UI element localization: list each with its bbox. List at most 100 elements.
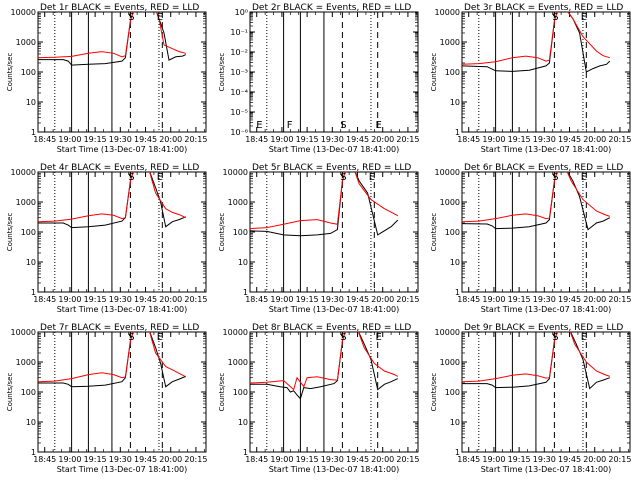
series-group — [462, 172, 611, 231]
y-tick-label: 1 — [31, 288, 36, 297]
y-tick-label: 1 — [31, 448, 36, 457]
lld-series-line — [250, 172, 399, 230]
x-axis-label: Start Time (13-Dec-07 18:41:00) — [57, 305, 188, 314]
panel-title: Det 1r BLACK = Events, RED = LLD — [40, 3, 199, 13]
y-tick-label: 10⁻³ — [230, 68, 248, 77]
y-axis-label: Counts/sec — [218, 53, 226, 92]
x-tick-label: 18:45 — [245, 455, 268, 464]
series-group — [38, 332, 187, 388]
detector-panel-4r: Det 4r BLACK = Events, RED = LLD 1 10 100 10… — [6, 163, 207, 314]
y-tick-label: 1000 — [440, 358, 460, 367]
event-marker-label: E — [157, 12, 163, 23]
event-marker-label: S — [340, 172, 346, 183]
detector-panel-9r: Det 9r BLACK = Events, RED = LLD 1 10 100 10… — [430, 323, 631, 474]
x-tick-label: 20:00 — [371, 455, 394, 464]
y-tick-label: 10000 — [11, 168, 36, 177]
y-tick-label: 1000 — [440, 38, 460, 47]
x-tick-label: 19:00 — [270, 295, 293, 304]
panel-title: Det 8r BLACK = Events, RED = LLD — [252, 323, 411, 333]
x-axis-label: Start Time (13-Dec-07 18:41:00) — [57, 145, 188, 154]
y-tick-label: 1 — [243, 448, 248, 457]
x-tick-label: 20:00 — [583, 295, 606, 304]
y-axis-label: Counts/sec — [6, 373, 14, 412]
x-tick-label: 18:45 — [33, 295, 56, 304]
y-tick-label: 10⁻² — [230, 48, 248, 57]
x-tick-label: 19:00 — [58, 135, 81, 144]
detector-panel-5r: Det 5r BLACK = Events, RED = LLD 1 10 100 10… — [218, 163, 419, 314]
x-tick-label: 18:45 — [33, 455, 56, 464]
x-tick-label: 19:45 — [134, 295, 157, 304]
lld-series-line — [462, 12, 610, 65]
x-axis-label: Start Time (13-Dec-07 18:41:00) — [481, 305, 612, 314]
y-axis-label: Counts/sec — [218, 213, 226, 252]
x-tick-label: 19:30 — [109, 135, 132, 144]
x-tick-label: 19:15 — [84, 295, 107, 304]
x-tick-label: 18:45 — [245, 295, 268, 304]
y-tick-label: 10⁻⁵ — [230, 108, 248, 117]
x-tick-label: 19:30 — [321, 455, 344, 464]
event-marker-label: E — [256, 120, 262, 131]
event-marker-label: S — [128, 332, 134, 343]
y-tick-label: 10000 — [435, 8, 460, 17]
x-axis-label: Start Time (13-Dec-07 18:41:00) — [481, 145, 612, 154]
x-tick-label: 19:30 — [109, 455, 132, 464]
x-tick-label: 19:30 — [321, 135, 344, 144]
y-tick-label: 10000 — [223, 328, 248, 337]
lld-series-line — [38, 332, 187, 383]
x-tick-label: 19:30 — [109, 295, 132, 304]
event-marker-label: E — [581, 12, 587, 23]
event-marker-label: S — [128, 12, 134, 23]
lld-series-line — [462, 332, 610, 383]
x-tick-label: 19:00 — [58, 455, 81, 464]
event-marker-label: E — [157, 172, 163, 183]
panel-title: Det 4r BLACK = Events, RED = LLD — [40, 163, 199, 173]
lld-series-line — [38, 172, 187, 223]
x-tick-label: 19:15 — [296, 135, 319, 144]
y-tick-label: 1000 — [228, 198, 248, 207]
y-tick-label: 1000 — [16, 38, 36, 47]
y-tick-label: 10 — [26, 258, 36, 267]
x-tick-label: 19:15 — [508, 295, 531, 304]
y-tick-label: 10000 — [435, 328, 460, 337]
lld-series-line — [250, 332, 399, 391]
plot-frame — [37, 171, 207, 293]
event-marker-label: S — [552, 332, 558, 343]
x-tick-label: 19:15 — [508, 135, 531, 144]
x-tick-label: 19:15 — [296, 455, 319, 464]
x-axis-label: Start Time (13-Dec-07 18:41:00) — [57, 465, 188, 474]
x-tick-label: 18:45 — [457, 135, 480, 144]
x-tick-label: 19:45 — [134, 135, 157, 144]
detector-panel-1r: Det 1r BLACK = Events, RED = LLD 1 10 100 10… — [6, 3, 207, 154]
x-tick-label: 19:45 — [134, 455, 157, 464]
y-tick-label: 100 — [21, 68, 36, 77]
x-axis-label: Start Time (13-Dec-07 18:41:00) — [481, 465, 612, 474]
y-axis-label: Counts/sec — [430, 373, 438, 412]
plot-frame — [37, 331, 207, 453]
event-marker-label: S — [552, 12, 558, 23]
x-tick-label: 20:15 — [396, 455, 419, 464]
y-tick-label: 10 — [450, 258, 460, 267]
y-tick-label: 100 — [233, 388, 248, 397]
x-tick-label: 20:15 — [608, 295, 631, 304]
panel-title: Det 3r BLACK = Events, RED = LLD — [464, 3, 623, 13]
panel-title: Det 9r BLACK = Events, RED = LLD — [464, 323, 623, 333]
panel-title: Det 7r BLACK = Events, RED = LLD — [40, 323, 199, 333]
event-marker-label: S — [552, 172, 558, 183]
x-tick-label: 20:15 — [184, 295, 207, 304]
y-tick-label: 1 — [455, 128, 460, 137]
y-tick-label: 1 — [31, 128, 36, 137]
x-tick-label: 20:15 — [608, 455, 631, 464]
event-marker-label: E — [369, 172, 375, 183]
event-marker-label: E — [581, 172, 587, 183]
y-tick-label: 1000 — [16, 358, 36, 367]
y-tick-label: 100 — [233, 228, 248, 237]
plot-frame — [37, 11, 207, 133]
lld-series-line — [38, 12, 186, 59]
x-axis-label: Start Time (13-Dec-07 18:41:00) — [269, 465, 400, 474]
x-tick-label: 19:30 — [533, 135, 556, 144]
event-marker-label: F — [287, 120, 293, 131]
event-marker-label: E — [376, 120, 382, 131]
y-tick-label: 10 — [238, 418, 248, 427]
y-tick-label: 1 — [243, 288, 248, 297]
y-tick-label: 10⁻¹ — [230, 28, 248, 37]
